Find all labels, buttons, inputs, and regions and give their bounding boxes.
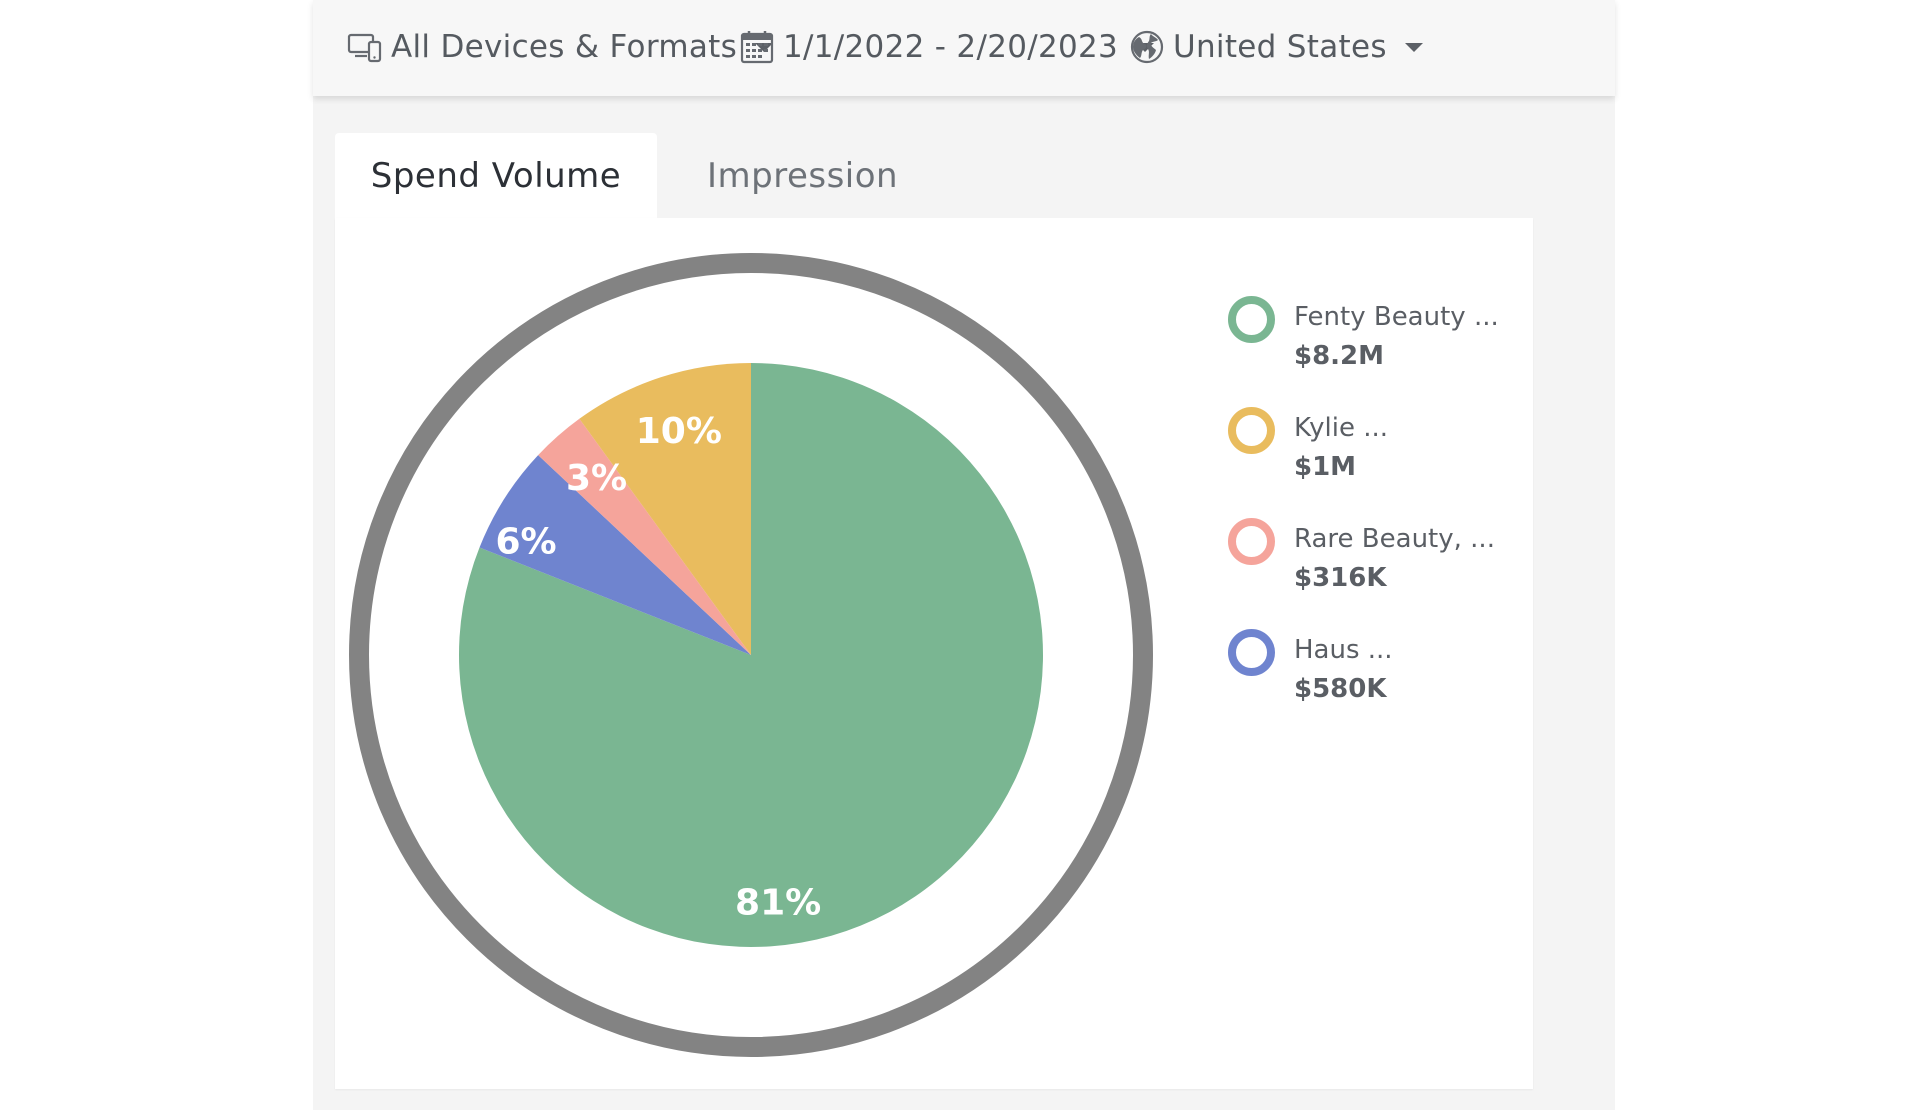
- filter-toolbar: All Devices & Formats 1/1/2022 - 2/20/20…: [313, 0, 1615, 96]
- region-dropdown[interactable]: United States: [1129, 22, 1423, 72]
- legend-marker: [1228, 407, 1275, 454]
- legend-item-haus[interactable]: Haus ... $580K: [1228, 627, 1528, 738]
- calendar-icon: [740, 31, 774, 64]
- devices-filter-dropdown[interactable]: All Devices & Formats: [347, 22, 774, 72]
- legend-item-value: $1M: [1294, 452, 1357, 482]
- legend-marker: [1228, 296, 1275, 343]
- globe-icon: [1130, 30, 1164, 64]
- spend-pie-chart: 81% 6%3%10%: [349, 253, 1153, 1057]
- pie-slice-label-rare-beauty: 3%: [566, 458, 627, 499]
- chart-panel: 81% 6% 3% 10% Fenty Beauty ... $8.2M Kylie …: [335, 218, 1533, 1089]
- region-label: United States: [1173, 29, 1387, 65]
- pie-slice-label-fenty-beauty: 81%: [735, 883, 821, 924]
- legend-item-value: $316K: [1294, 563, 1387, 593]
- legend-item-name: Kylie ...: [1294, 413, 1389, 443]
- legend-marker: [1228, 518, 1275, 565]
- legend-marker: [1228, 629, 1275, 676]
- legend-item-name: Haus ...: [1294, 635, 1393, 665]
- chart-legend: Fenty Beauty ... $8.2M Kylie ... $1M Rar…: [1228, 294, 1528, 738]
- pie-slice-rare-beauty[interactable]: [538, 418, 751, 655]
- pie-slice-label-haus: 6%: [496, 521, 557, 562]
- pie-slice-haus[interactable]: [479, 455, 751, 655]
- app-container: All Devices & Formats 1/1/2022 - 2/20/20…: [313, 0, 1615, 1110]
- legend-item-value: $8.2M: [1294, 341, 1385, 371]
- tab-spend-volume[interactable]: Spend Volume: [335, 133, 657, 219]
- pie-slice-kylie[interactable]: [579, 363, 751, 655]
- devices-icon: [347, 33, 382, 63]
- pie-outer-ring: [349, 253, 1153, 1057]
- date-range-dropdown[interactable]: 1/1/2022 - 2/20/2023: [739, 22, 1155, 72]
- devices-filter-label: All Devices & Formats: [391, 29, 738, 65]
- chevron-down-icon: [1404, 42, 1423, 52]
- legend-item-name: Fenty Beauty ...: [1294, 302, 1499, 332]
- pie-slice-fenty-beauty[interactable]: [458, 363, 1043, 948]
- legend-item-value: $580K: [1294, 674, 1387, 704]
- legend-item-name: Rare Beauty, ...: [1294, 524, 1495, 554]
- tab-impression-volume[interactable]: Impression Volume: [707, 156, 899, 282]
- chevron-down-icon: [755, 42, 774, 52]
- legend-item-fenty-beauty[interactable]: Fenty Beauty ... $8.2M: [1228, 294, 1528, 405]
- pie-slice-label-kylie: 10%: [636, 411, 722, 452]
- legend-item-rare-beauty[interactable]: Rare Beauty, ... $316K: [1228, 516, 1528, 627]
- legend-item-kylie[interactable]: Kylie ... $1M: [1228, 405, 1528, 516]
- date-range-label: 1/1/2022 - 2/20/2023: [783, 29, 1119, 65]
